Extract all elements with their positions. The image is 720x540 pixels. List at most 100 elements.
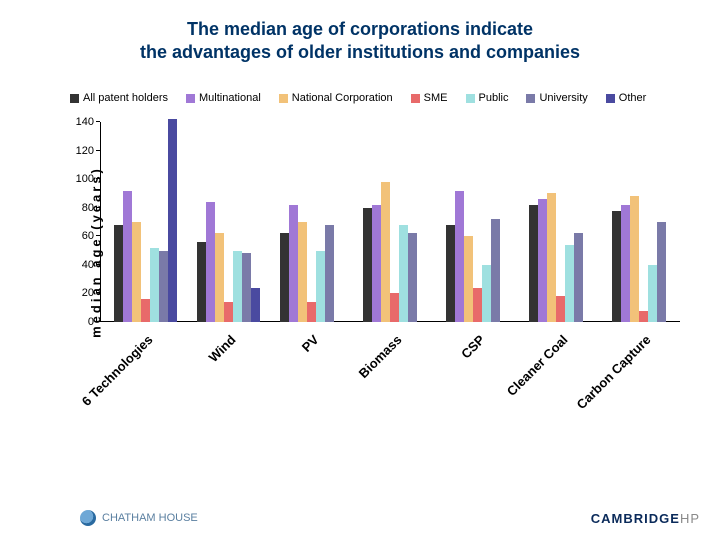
bar-group (197, 202, 260, 322)
y-tick-mark (96, 264, 100, 265)
globe-icon (80, 510, 96, 526)
bar (159, 251, 168, 322)
bar (150, 248, 159, 322)
y-tick-mark (96, 207, 100, 208)
bar-group (114, 119, 177, 322)
y-tick-label: 80 (82, 202, 100, 214)
footer-right-a: CAMBRIDGE (591, 511, 680, 526)
bar (289, 205, 298, 322)
bar (464, 236, 473, 322)
y-tick-mark (96, 292, 100, 293)
bar (197, 242, 206, 322)
footer-left-brand: CHATHAM HOUSE (80, 510, 198, 526)
bar (132, 222, 141, 322)
bar (657, 222, 666, 322)
bar (547, 193, 556, 322)
chart-title: The median age of corporations indicate … (0, 0, 720, 73)
legend-label: SME (424, 92, 448, 104)
bar (473, 288, 482, 322)
legend-swatch (466, 94, 475, 103)
legend-item: National Corporation (279, 92, 393, 104)
bar (123, 191, 132, 322)
y-tick-mark (96, 321, 100, 322)
bar (556, 296, 565, 322)
y-tick-label: 120 (76, 145, 100, 157)
legend-item: University (526, 92, 587, 104)
bar (168, 119, 177, 322)
bar-group (363, 182, 426, 322)
bar (574, 233, 583, 322)
x-tick-label: Biomass (356, 332, 405, 381)
bar-group (529, 193, 592, 322)
x-tick-label: Carbon Capture (574, 332, 654, 412)
legend-label: Multinational (199, 92, 261, 104)
bar (141, 299, 150, 322)
bar (224, 302, 233, 322)
legend-item: SME (411, 92, 448, 104)
x-tick-label: Wind (206, 332, 239, 365)
bar (233, 251, 242, 322)
legend-item: All patent holders (70, 92, 168, 104)
bar (280, 233, 289, 322)
bar (307, 302, 316, 322)
legend-label: University (539, 92, 587, 104)
bar (491, 219, 500, 322)
x-tick-label: PV (299, 332, 322, 355)
chart-area: median age (years) All patent holdersMul… (50, 92, 690, 412)
y-tick-mark (96, 150, 100, 151)
bar (242, 253, 251, 322)
bar (298, 222, 307, 322)
bar (372, 205, 381, 322)
legend-swatch (70, 94, 79, 103)
y-tick-label: 40 (82, 259, 100, 271)
bar (215, 233, 224, 322)
bar (612, 211, 621, 322)
legend-label: Public (479, 92, 509, 104)
title-line-1: The median age of corporations indicate (20, 18, 700, 41)
bar (538, 199, 547, 322)
y-tick-mark (96, 121, 100, 122)
y-tick-label: 20 (82, 287, 100, 299)
legend-label: Other (619, 92, 647, 104)
bar (114, 225, 123, 322)
x-tick-label: Cleaner Coal (504, 332, 571, 399)
bar (206, 202, 215, 322)
plot-region: 0204060801001201406 TechnologiesWindPVBi… (100, 122, 680, 322)
footer-right-brand: CAMBRIDGEHP (591, 511, 700, 526)
y-tick-label: 140 (76, 116, 100, 128)
legend-label: National Corporation (292, 92, 393, 104)
y-axis (100, 122, 101, 322)
bar (381, 182, 390, 322)
y-tick-label: 100 (76, 173, 100, 185)
bar (648, 265, 657, 322)
bar (565, 245, 574, 322)
footer-right-b: HP (680, 511, 700, 526)
bar (316, 251, 325, 322)
legend: All patent holders Multinational National … (70, 92, 690, 104)
x-tick-label: CSP (458, 332, 488, 362)
bar (363, 208, 372, 322)
legend-item: Other (606, 92, 647, 104)
y-tick-mark (96, 235, 100, 236)
legend-item: Multinational (186, 92, 261, 104)
legend-swatch (279, 94, 288, 103)
legend-swatch (606, 94, 615, 103)
legend-swatch (526, 94, 535, 103)
legend-swatch (186, 94, 195, 103)
bar-group (280, 205, 343, 322)
bar (630, 196, 639, 322)
bar (639, 311, 648, 322)
y-tick-label: 60 (82, 230, 100, 242)
bar-group (446, 191, 509, 322)
x-tick-label: 6 Technologies (79, 332, 156, 409)
bar (455, 191, 464, 322)
y-tick-label: 0 (88, 316, 100, 328)
bar (408, 233, 417, 322)
footer-left-text: CHATHAM HOUSE (102, 512, 198, 524)
bar (399, 225, 408, 322)
legend-swatch (411, 94, 420, 103)
y-tick-mark (96, 178, 100, 179)
legend-label: All patent holders (83, 92, 168, 104)
legend-item: Public (466, 92, 509, 104)
bar-group (612, 196, 675, 322)
